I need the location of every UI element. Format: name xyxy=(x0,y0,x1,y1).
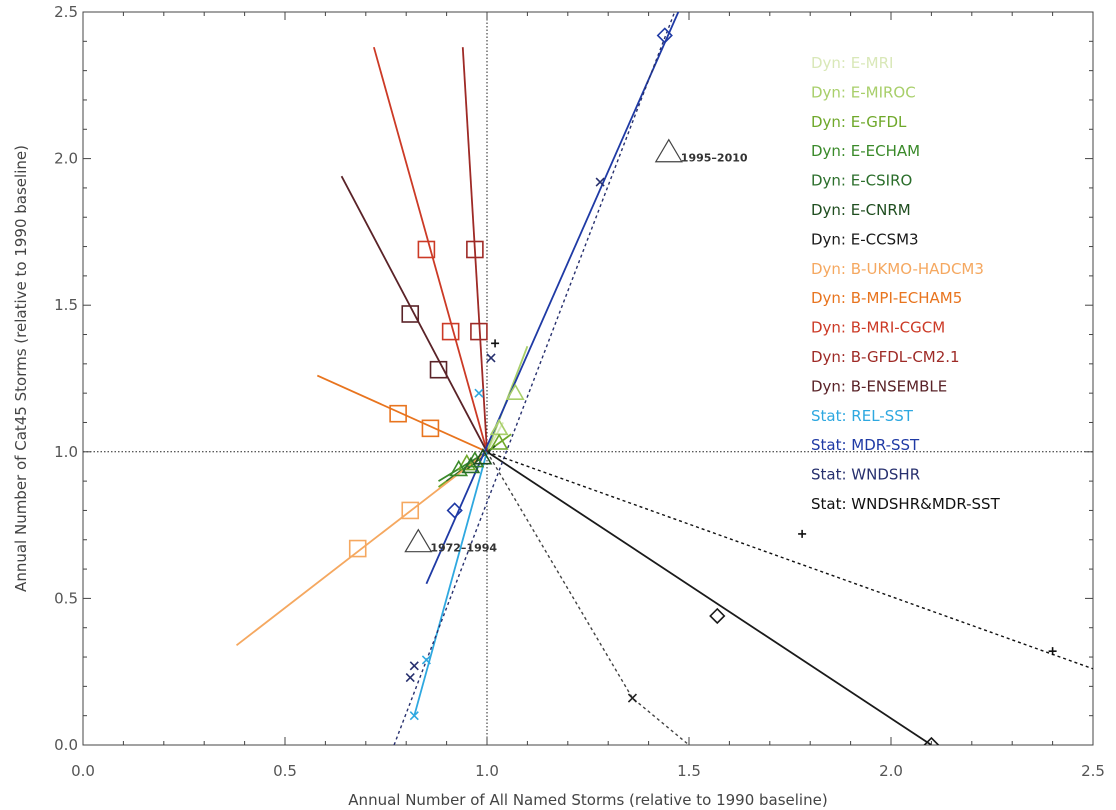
x-tick-label-3: 1.5 xyxy=(677,762,701,780)
marker-e-gfdl-1 xyxy=(489,433,509,450)
legend-entry-e-mri: Dyn: E-MRI xyxy=(811,54,893,72)
axes-layer: 0.0 0.5 1.0 1.5 2.0 2.5 0.0 0.5 1.0 1.5 2.0 2.5 Annu… xyxy=(12,3,1105,809)
legend-entry-e-ccsm3: Dyn: E-CCSM3 xyxy=(811,230,919,248)
legend-entry-b-ukmo-hadcm3: Dyn: B-UKMO-HADCM3 xyxy=(811,260,984,278)
marker-e-ccsm3-0 xyxy=(709,607,726,625)
marker-e-cnrm-0 xyxy=(473,448,493,465)
series-layer xyxy=(235,12,1093,745)
marker-rel-sst-1 xyxy=(421,655,431,665)
marker-wndshr-0 xyxy=(405,672,415,683)
marker-mdr-sst-1 xyxy=(446,502,463,519)
y-tick-label-5: 2.5 xyxy=(54,3,78,21)
y-tick-label-1: 0.5 xyxy=(54,589,78,607)
plot-frame xyxy=(82,11,1094,746)
marker-e-csiro-0 xyxy=(461,456,481,474)
legend-entry-e-gfdl: Dyn: E-GFDL xyxy=(811,113,907,131)
marker-wndshr-2 xyxy=(595,177,605,187)
marker-b-ensemble-1 xyxy=(429,360,448,379)
marker-b-ukmo-hadcm3-1 xyxy=(401,501,420,520)
legend-entry-e-cnrm: Dyn: E-CNRM xyxy=(811,201,911,219)
marker-b-mpi-echam5-1 xyxy=(421,419,440,438)
marker-wndshr-3 xyxy=(486,353,496,363)
marker-b-ukmo-hadcm3-0 xyxy=(348,539,367,558)
marker-b-mri-cgcm-1 xyxy=(441,322,460,341)
x-tick-label-1: 0.5 xyxy=(273,762,297,780)
legend-entry-wndshr-mdr-sst: Stat: WNDSHR&MDR-SST xyxy=(811,495,1001,513)
marker-rel-sst-0 xyxy=(409,711,419,721)
x-axis-title: Annual Number of All Named Storms (relat… xyxy=(348,791,827,809)
legend-entry-e-miroc: Dyn: E-MIROC xyxy=(811,83,916,101)
x-tick-label-5: 2.5 xyxy=(1081,762,1105,780)
legend: Dyn: E-MRI Dyn: E-MIROC Dyn: E-GFDL Dyn: E-… xyxy=(811,54,1001,513)
marker-extra-0-0 xyxy=(627,693,638,703)
series-line-e-ccsm3 xyxy=(486,451,932,745)
extra-dotted-line-0 xyxy=(486,451,690,745)
legend-entry-wndshr: Stat: WNDSHR xyxy=(811,466,920,484)
series-line-mdr-sst xyxy=(425,12,680,585)
markers-layer xyxy=(348,27,1057,745)
legend-entry-b-gfdl-cm2-1: Dyn: B-GFDL-CM2.1 xyxy=(811,348,960,366)
marker-b-mri-cgcm-0 xyxy=(417,240,436,259)
legend-entry-mdr-sst: Stat: MDR-SST xyxy=(811,436,920,454)
marker-b-mpi-echam5-0 xyxy=(389,404,407,423)
marker-e-miroc-0 xyxy=(505,383,525,400)
marker-wndshr-mdr-sst-2 xyxy=(491,339,500,348)
marker-b-gfdl-cm2-1-1 xyxy=(470,322,488,341)
marker-wndshr-mdr-sst-0 xyxy=(798,529,807,538)
y-tick-label-2: 1.0 xyxy=(54,443,78,461)
period-label-1: 1972–1994 xyxy=(430,542,497,555)
y-axis-title: Annual Number of Cat45 Storms (relative … xyxy=(12,145,30,592)
marker-b-ensemble-0 xyxy=(401,305,420,323)
legend-entry-b-ensemble: Dyn: B-ENSEMBLE xyxy=(811,377,947,395)
legend-entry-b-mpi-echam5: Dyn: B-MPI-ECHAM5 xyxy=(811,289,962,307)
marker-wndshr-1 xyxy=(409,661,419,671)
period-label-0: 1995–2010 xyxy=(681,152,748,165)
marker-b-gfdl-cm2-1-0 xyxy=(466,240,484,259)
marker-e-gfdl-0 xyxy=(457,453,477,471)
series-line-b-gfdl-cm2-1 xyxy=(461,47,488,452)
marker-e-ccsm3-1 xyxy=(923,736,940,745)
plot-area xyxy=(82,11,1094,746)
legend-entry-rel-sst: Stat: REL-SST xyxy=(811,407,914,425)
series-line-e-cnrm xyxy=(466,445,496,471)
series-line-b-ukmo-hadcm3 xyxy=(235,451,488,647)
series-line-rel-sst xyxy=(413,451,488,716)
y-tick-label-4: 2.0 xyxy=(54,150,78,168)
legend-entry-e-csiro: Dyn: E-CSIRO xyxy=(811,172,912,190)
series-line-wndshr-mdr-sst xyxy=(486,451,1093,670)
period-triangle-1 xyxy=(404,528,433,553)
marker-rel-sst-2 xyxy=(474,388,484,398)
marker-mdr-sst-0 xyxy=(656,27,673,44)
y-tick-label-0: 0.0 xyxy=(54,736,78,754)
legend-entry-b-mri-cgcm: Dyn: B-MRI-CGCM xyxy=(811,319,945,337)
series-line-b-mpi-echam5 xyxy=(316,374,488,453)
legend-entry-e-echam: Dyn: E-ECHAM xyxy=(811,142,920,160)
x-tick-label-2: 1.0 xyxy=(475,762,499,780)
marker-e-echam-0 xyxy=(449,459,469,477)
series-line-b-mri-cgcm xyxy=(373,46,488,453)
series-line-b-ensemble xyxy=(340,175,488,453)
x-tick-label-4: 2.0 xyxy=(879,762,903,780)
annotations-layer: 1995–2010 1972–1994 xyxy=(404,138,748,555)
x-tick-label-0: 0.0 xyxy=(71,762,95,780)
period-triangle-0 xyxy=(654,138,683,163)
reference-lines xyxy=(83,12,1093,745)
marker-wndshr-mdr-sst-1 xyxy=(1048,647,1057,656)
y-tick-label-3: 1.5 xyxy=(54,296,78,314)
